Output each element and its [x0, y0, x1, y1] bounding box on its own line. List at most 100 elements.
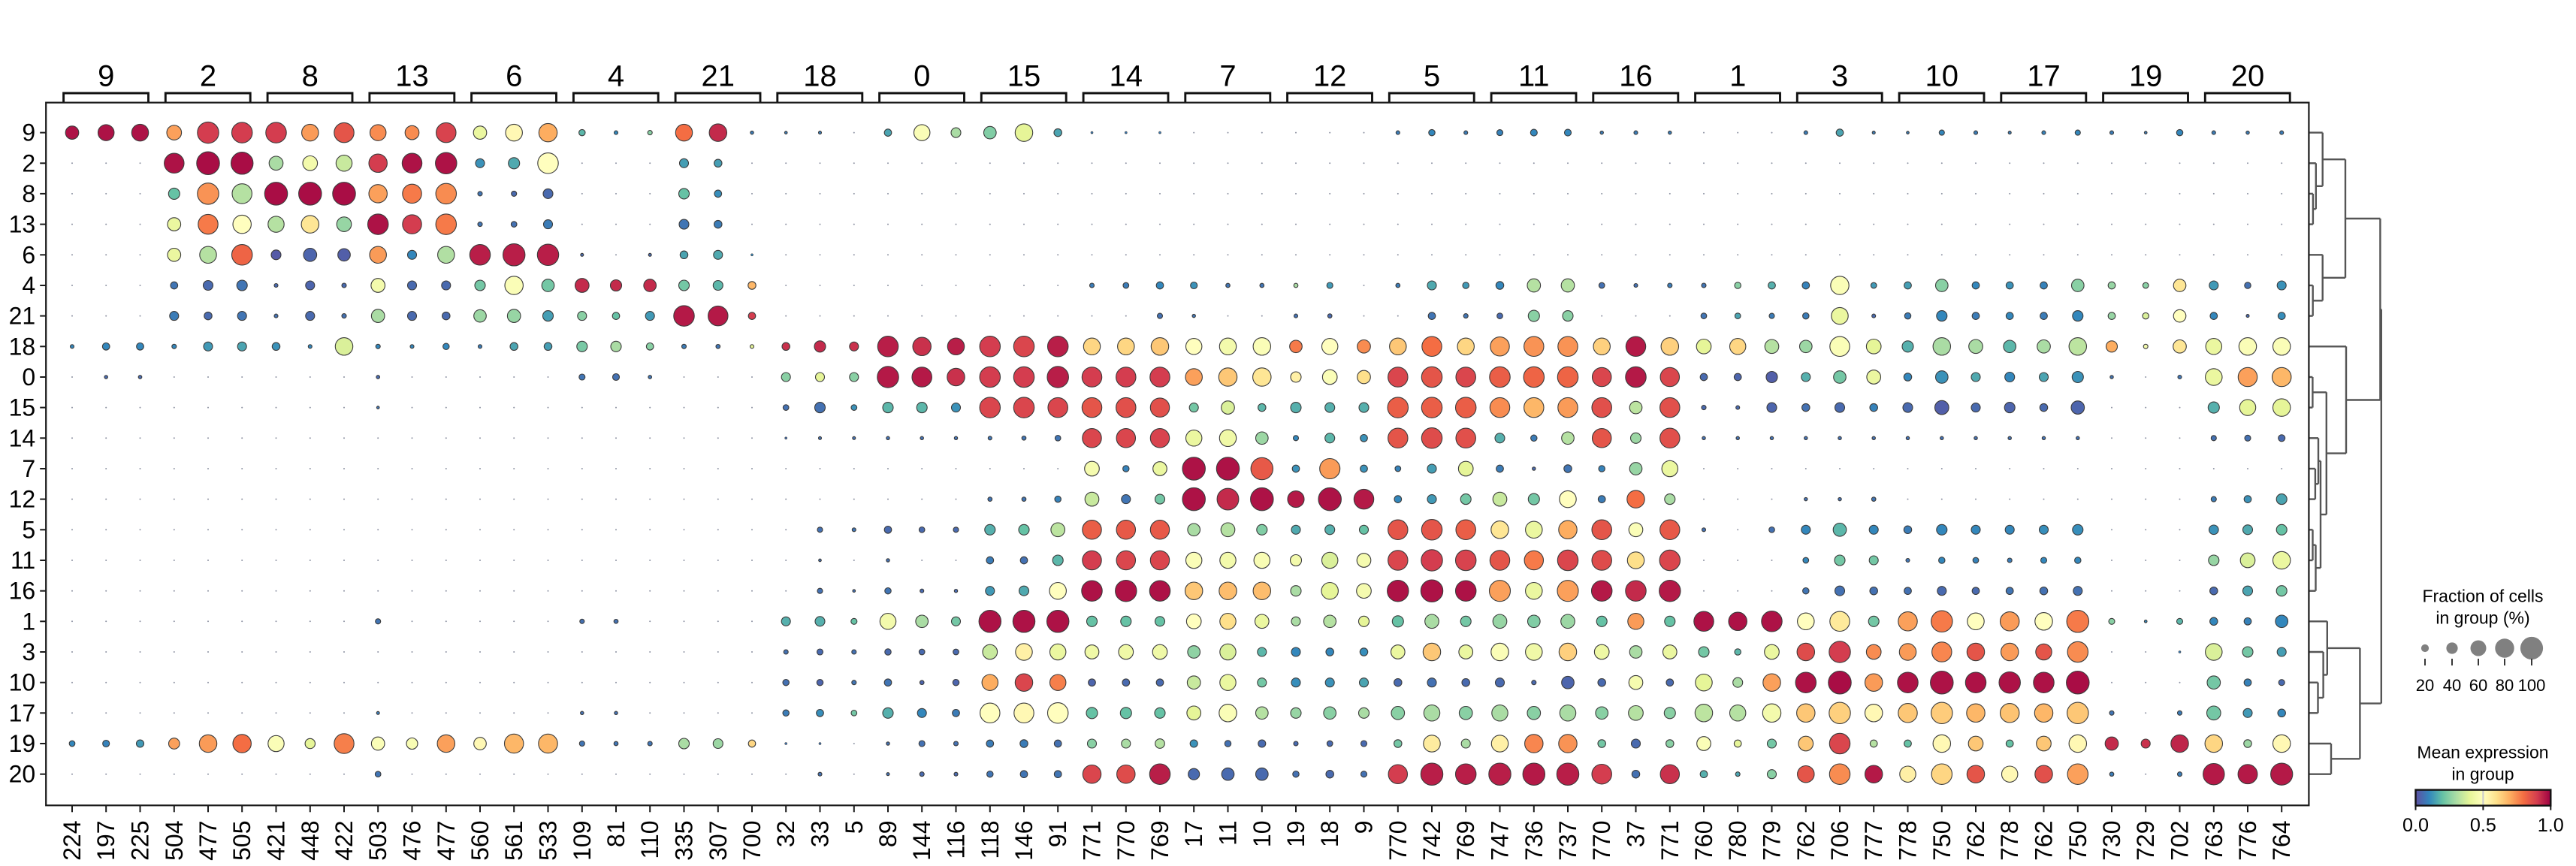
svg-text:9: 9: [98, 60, 114, 93]
svg-text:5: 5: [1424, 60, 1440, 93]
svg-text:335: 335: [671, 821, 698, 861]
svg-text:777: 777: [1860, 821, 1887, 861]
svg-text:778: 778: [1996, 821, 2023, 861]
svg-text:762: 762: [1792, 821, 1820, 861]
svg-text:702: 702: [2167, 821, 2194, 861]
svg-text:19: 19: [2129, 60, 2163, 93]
svg-text:109: 109: [569, 821, 596, 861]
svg-text:8: 8: [302, 60, 319, 93]
svg-text:769: 769: [1452, 821, 1479, 861]
svg-text:2: 2: [200, 60, 216, 93]
svg-text:421: 421: [263, 821, 290, 861]
svg-text:771: 771: [1079, 821, 1106, 861]
svg-text:11: 11: [1518, 60, 1550, 93]
svg-text:144: 144: [908, 821, 935, 861]
svg-text:770: 770: [1385, 821, 1412, 861]
svg-text:730: 730: [2098, 821, 2125, 861]
svg-text:770: 770: [1113, 821, 1140, 861]
svg-text:5: 5: [841, 821, 868, 834]
svg-text:81: 81: [602, 821, 630, 848]
svg-text:2: 2: [22, 149, 35, 177]
svg-text:37: 37: [1623, 821, 1650, 848]
svg-text:1.0: 1.0: [2538, 815, 2564, 836]
svg-text:225: 225: [127, 821, 154, 861]
svg-text:116: 116: [943, 821, 970, 859]
svg-text:12: 12: [1313, 60, 1347, 93]
svg-text:1: 1: [1729, 60, 1746, 93]
svg-text:17: 17: [2027, 60, 2061, 93]
svg-text:0: 0: [22, 364, 35, 391]
svg-text:197: 197: [92, 821, 119, 861]
svg-text:118: 118: [977, 821, 1004, 859]
svg-text:504: 504: [161, 821, 188, 861]
svg-text:8: 8: [22, 180, 35, 207]
svg-text:91: 91: [1044, 821, 1071, 848]
svg-text:0.5: 0.5: [2470, 815, 2496, 836]
svg-text:4: 4: [608, 60, 624, 93]
svg-text:10: 10: [9, 669, 36, 696]
svg-text:700: 700: [738, 821, 766, 861]
svg-text:477: 477: [433, 821, 460, 861]
svg-text:18: 18: [9, 333, 36, 360]
svg-text:729: 729: [2132, 821, 2159, 861]
svg-text:476: 476: [399, 821, 426, 861]
svg-text:5: 5: [22, 516, 35, 543]
svg-text:15: 15: [1007, 60, 1041, 93]
svg-text:16: 16: [9, 578, 36, 605]
svg-text:110: 110: [636, 821, 663, 859]
svg-text:18: 18: [1316, 821, 1343, 848]
svg-text:771: 771: [1656, 821, 1684, 861]
svg-text:3: 3: [1832, 60, 1848, 93]
svg-text:32: 32: [772, 821, 799, 848]
svg-text:763: 763: [2200, 821, 2227, 861]
svg-text:89: 89: [874, 821, 901, 848]
svg-text:20: 20: [9, 761, 36, 788]
svg-text:736: 736: [1521, 821, 1548, 861]
svg-text:780: 780: [1724, 821, 1751, 861]
svg-text:19: 19: [9, 730, 36, 757]
svg-text:11: 11: [1215, 821, 1242, 846]
svg-text:747: 747: [1487, 821, 1514, 861]
svg-text:764: 764: [2268, 821, 2295, 861]
svg-text:33: 33: [807, 821, 834, 848]
svg-text:561: 561: [500, 821, 527, 861]
svg-text:100: 100: [2518, 676, 2546, 695]
svg-text:505: 505: [228, 821, 255, 861]
svg-text:4: 4: [22, 272, 35, 299]
svg-text:779: 779: [1759, 821, 1786, 861]
svg-text:14: 14: [9, 424, 36, 451]
svg-text:14: 14: [1110, 60, 1143, 93]
svg-text:422: 422: [331, 821, 358, 861]
svg-text:224: 224: [59, 821, 86, 861]
svg-text:7: 7: [22, 455, 35, 482]
svg-text:7: 7: [1219, 60, 1236, 93]
svg-text:20: 20: [2416, 676, 2434, 695]
svg-text:10: 10: [1925, 60, 1959, 93]
svg-text:11: 11: [11, 547, 35, 574]
svg-text:477: 477: [195, 821, 222, 861]
svg-text:769: 769: [1146, 821, 1173, 861]
svg-text:10: 10: [1249, 821, 1276, 848]
svg-text:6: 6: [506, 60, 522, 93]
svg-text:60: 60: [2469, 676, 2487, 695]
svg-text:13: 13: [395, 60, 429, 93]
svg-text:Mean expression: Mean expression: [2417, 743, 2548, 762]
svg-text:21: 21: [702, 60, 735, 93]
svg-text:Fraction of cells: Fraction of cells: [2422, 587, 2543, 606]
svg-text:17: 17: [9, 699, 36, 726]
svg-text:20: 20: [2231, 60, 2265, 93]
svg-text:13: 13: [9, 211, 36, 238]
svg-text:3: 3: [22, 638, 35, 665]
svg-text:1: 1: [22, 608, 35, 635]
svg-text:in group (%): in group (%): [2436, 608, 2529, 628]
svg-text:750: 750: [1928, 821, 1955, 861]
svg-text:0: 0: [914, 60, 930, 93]
svg-text:15: 15: [9, 394, 36, 421]
svg-text:560: 560: [467, 821, 494, 861]
svg-text:503: 503: [364, 821, 391, 861]
svg-text:0.0: 0.0: [2402, 815, 2429, 836]
svg-text:19: 19: [1282, 821, 1309, 848]
svg-text:18: 18: [803, 60, 837, 93]
svg-text:9: 9: [1351, 821, 1378, 834]
svg-text:448: 448: [297, 821, 324, 861]
